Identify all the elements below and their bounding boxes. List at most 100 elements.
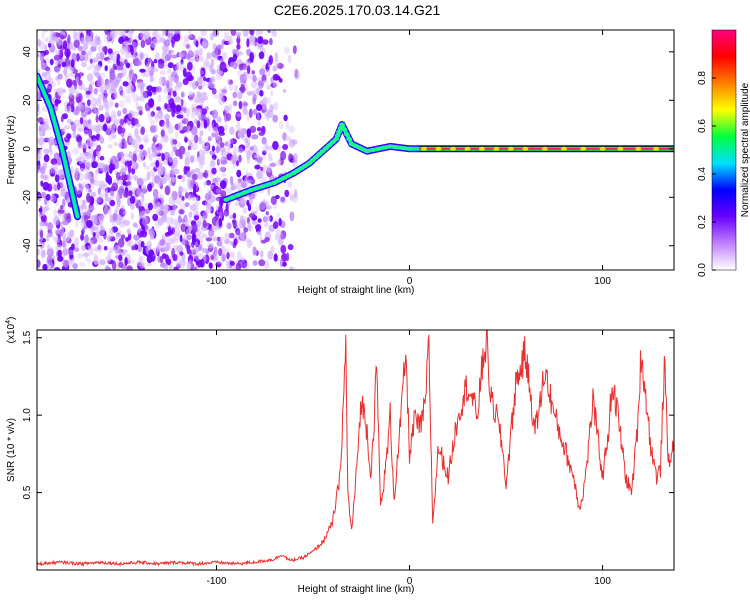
noise-blob (166, 216, 173, 227)
noise-blob (129, 195, 136, 204)
noise-blob (176, 61, 182, 71)
noise-blob (217, 125, 225, 134)
noise-blob (228, 103, 232, 109)
noise-blob (71, 169, 75, 179)
noise-blob (284, 136, 292, 141)
noise-blob (120, 204, 125, 211)
noise-blob (282, 144, 289, 150)
noise-blob (140, 241, 145, 248)
noise-blob (240, 231, 246, 241)
noise-blob (50, 81, 57, 88)
noise-blob (207, 169, 212, 176)
noise-blob (47, 248, 54, 257)
noise-blob (78, 101, 83, 109)
noise-blob (151, 86, 157, 93)
noise-blob (292, 45, 297, 54)
noise-blob (253, 220, 259, 226)
noise-blob (287, 54, 292, 64)
noise-blob (84, 52, 89, 63)
y-tick-label: 0 (22, 146, 33, 152)
noise-blob (76, 96, 81, 103)
noise-blob (146, 171, 151, 181)
noise-blob (221, 52, 228, 60)
signal-ridge (37, 72, 674, 221)
noise-scatter (37, 30, 301, 270)
noise-blob (69, 67, 75, 73)
noise-blob (78, 155, 84, 165)
noise-blob (232, 163, 237, 169)
noise-blob (246, 199, 250, 207)
noise-blob (138, 201, 144, 207)
noise-blob (42, 80, 49, 85)
x-tick-label: 0 (407, 576, 413, 587)
noise-blob (131, 245, 136, 251)
noise-blob (167, 62, 174, 69)
noise-blob (48, 165, 52, 176)
noise-blob (77, 45, 84, 52)
noise-blob (225, 112, 232, 122)
noise-blob (283, 114, 288, 122)
noise-blob (88, 128, 93, 138)
noise-blob (256, 169, 263, 180)
noise-blob (251, 81, 258, 89)
noise-blob (201, 247, 208, 254)
noise-blob (197, 109, 202, 119)
noise-blob (246, 64, 251, 75)
colorbar-gradient (712, 30, 736, 270)
noise-blob (97, 194, 103, 204)
noise-blob (123, 153, 130, 158)
ridge-blob (309, 158, 316, 163)
noise-blob (66, 78, 73, 88)
noise-blob (189, 249, 192, 256)
noise-blob (262, 105, 268, 111)
noise-blob (240, 131, 246, 140)
noise-blob (81, 199, 86, 206)
noise-blob (218, 217, 223, 228)
noise-blob (53, 267, 61, 270)
noise-blob (200, 215, 204, 222)
noise-blob (172, 139, 178, 145)
noise-blob (274, 101, 278, 111)
ridge-blob (435, 146, 442, 151)
noise-blob (97, 86, 103, 93)
noise-blob (53, 54, 61, 61)
noise-blob (262, 39, 269, 45)
noise-blob (227, 39, 234, 45)
snr-y-axis-label: SNR (10 * v/v) (6, 418, 17, 482)
noise-blob (184, 137, 188, 143)
noise-blob (155, 198, 159, 207)
noise-blob (246, 38, 250, 48)
noise-blob (230, 185, 237, 191)
noise-blob (235, 230, 242, 239)
noise-blob (187, 170, 194, 179)
noise-blob (99, 193, 106, 199)
noise-blob (242, 65, 248, 71)
noise-blob (219, 64, 225, 71)
noise-blob (107, 48, 113, 54)
noise-blob (49, 149, 53, 156)
noise-blob (89, 240, 94, 246)
noise-blob (192, 81, 198, 90)
noise-blob (54, 236, 60, 244)
ridge-blob (334, 133, 341, 138)
noise-blob (238, 147, 244, 153)
noise-blob (44, 44, 48, 52)
ridge-blob (336, 129, 343, 134)
noise-blob (182, 78, 189, 86)
noise-blob (74, 174, 78, 181)
noise-blob (238, 154, 242, 163)
noise-blob (272, 81, 279, 88)
noise-blob (239, 196, 245, 204)
noise-blob (166, 242, 171, 251)
noise-blob (55, 49, 61, 56)
noise-blob (120, 155, 126, 165)
noise-blob (284, 189, 290, 198)
noise-blob (62, 259, 70, 268)
noise-blob (94, 220, 98, 226)
noise-blob (175, 197, 182, 206)
noise-blob (113, 80, 119, 88)
noise-blob (146, 151, 152, 158)
noise-blob (196, 156, 201, 163)
noise-blob (75, 90, 80, 98)
noise-blob (232, 91, 238, 99)
